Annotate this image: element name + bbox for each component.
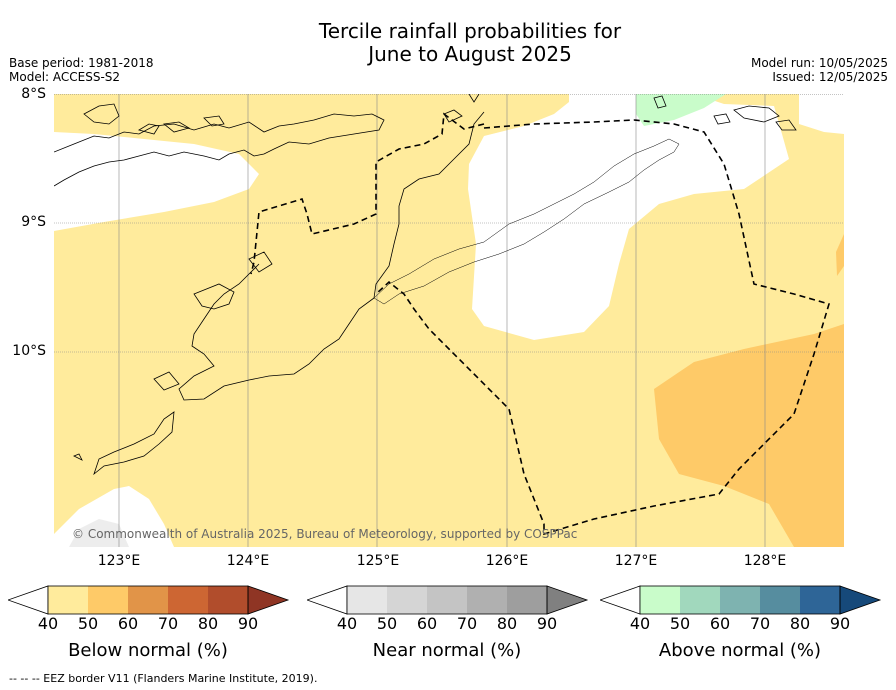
colorbar-near-title: Near normal (%) [372,640,522,661]
neutral-area-northeast [799,94,844,134]
colorbar-below-tick: 70 [157,614,179,633]
colorbar-near-arrow-right [546,585,589,615]
eez-border-west [250,112,485,275]
colorbar-above-tick: 70 [749,614,771,633]
colorbar-below-tick: 90 [237,614,259,633]
colorbar-near-cell-4 [467,586,507,614]
lon-label-124e: 124°E [226,553,270,569]
lon-label-128e: 128°E [743,553,787,569]
colorbar-below-title: Below normal (%) [68,640,228,661]
probability-map: © Commonwealth of Australia 2025, Bureau… [54,94,844,547]
model-name: Model: ACCESS-S2 [9,70,121,84]
below-normal-50-60-area [654,324,844,547]
colorbar-above-tick: 50 [669,614,691,633]
colorbar-near-tick: 60 [416,614,438,633]
neutral-area-timor [468,94,789,340]
colorbar-above-normal [600,585,882,615]
lon-label-126e: 126°E [485,553,529,569]
colorbar-below-cell-1 [48,586,88,614]
colorbar-near-tick: 90 [536,614,558,633]
below-normal-50-60-edge [836,234,844,276]
issued-date: Issued: 12/05/2025 [772,70,888,84]
lat-label-9s: 9°S [21,214,46,230]
map-title-line1: Tercile rainfall probabilities for [318,19,622,43]
colorbar-near-cell-1 [347,586,387,614]
colorbar-near-tick: 70 [456,614,478,633]
base-period: Base period: 1981-2018 [9,56,154,70]
map-title: Tercile rainfall probabilities for June … [270,20,670,66]
colorbar-near-cell-5 [507,586,547,614]
colorbar-below-arrow-left [8,585,49,615]
colorbar-above-tick: 40 [629,614,651,633]
colorbar-below-tick: 40 [37,614,59,633]
colorbar-below-arrow-right [247,585,290,615]
colorbar-near-tick: 80 [496,614,518,633]
colorbar-above-tick: 90 [829,614,851,633]
colorbar-above-arrow-right [839,585,882,615]
colorbar-above-cell-4 [760,586,800,614]
colorbar-near-tick: 50 [376,614,398,633]
colorbar-near-cell-3 [427,586,467,614]
colorbar-below-tick: 60 [117,614,139,633]
coastlines [54,94,797,476]
colorbar-above-cell-3 [720,586,760,614]
lon-label-123e: 123°E [97,553,141,569]
eez-border-east [375,119,830,536]
colorbar-above-cell-5 [800,586,840,614]
colorbar-near-arrow-left [307,585,348,615]
colorbar-near-tick: 40 [336,614,358,633]
lat-label-10s: 10°S [12,343,46,359]
meta-left: Base period: 1981-2018 Model: ACCESS-S2 [9,56,154,84]
map-title-line2: June to August 2025 [368,42,572,66]
colorbar-below-cell-5 [208,586,248,614]
model-run: Model run: 10/05/2025 [750,56,888,70]
colorbar-below-tick: 80 [197,614,219,633]
meta-right: Model run: 10/05/2025 Issued: 12/05/2025 [751,56,888,84]
colorbar-near-normal [307,585,589,615]
colorbar-below-cell-3 [128,586,168,614]
gridlines [54,94,844,547]
above-normal-40-50-area [636,94,726,126]
colorbar-below-normal [8,585,290,615]
colorbar-above-cell-2 [680,586,720,614]
colorbar-below-cell-2 [88,586,128,614]
colorbar-above-title: Above normal (%) [658,640,822,661]
colorbar-below-cell-4 [168,586,208,614]
lon-label-127e: 127°E [614,553,658,569]
near-normal-patch [69,519,129,547]
colorbar-below-tick: 50 [77,614,99,633]
eez-footnote: -- -- -- EEZ border V11 (Flanders Marine… [9,672,318,685]
colorbar-above-tick: 60 [709,614,731,633]
colorbar-near-cell-2 [387,586,427,614]
copyright-text: © Commonwealth of Australia 2025, Bureau… [72,527,577,541]
colorbar-above-arrow-left [600,585,641,615]
lat-label-8s: 8°S [21,86,46,102]
lon-label-125e: 125°E [356,553,400,569]
colorbar-above-tick: 80 [789,614,811,633]
colorbar-above-cell-1 [640,586,680,614]
